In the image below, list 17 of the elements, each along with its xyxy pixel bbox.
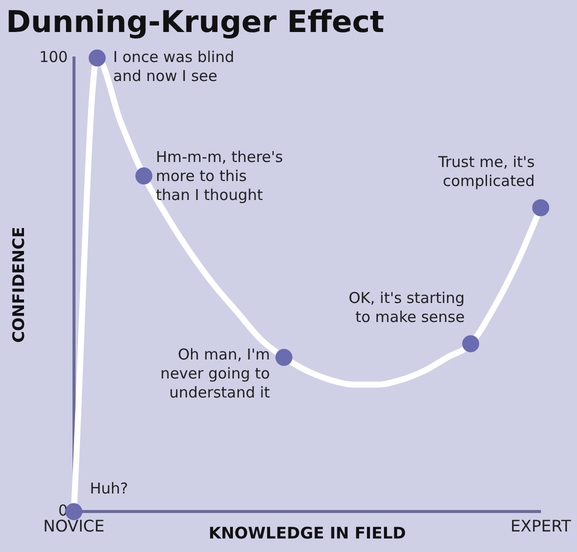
point [88, 50, 106, 66]
point [135, 167, 152, 184]
annotation: OK, it's starting to make sense [348, 289, 465, 326]
annotation: I once was blind and now I see [113, 48, 234, 85]
y-tick-label: 100 [39, 48, 68, 66]
point [532, 199, 550, 216]
annotation: Hm-m-m, there's more to this than I thought [156, 148, 284, 204]
x-tick-label: NOVICE [43, 516, 104, 536]
point [462, 335, 480, 352]
annotation: Huh? [90, 479, 128, 498]
annotation: Trust me, it's complicated [437, 153, 535, 190]
chart-title: Dunning-Kruger Effect [6, 4, 384, 40]
x-tick-label: EXPERT [510, 516, 572, 536]
x-axis-title: KNOWLEDGE IN FIELD [208, 524, 406, 543]
annotation: Oh man, I'm never going to understand it [160, 345, 270, 402]
y-axis-title: CONFIDENCE [8, 226, 28, 343]
point [275, 348, 292, 366]
